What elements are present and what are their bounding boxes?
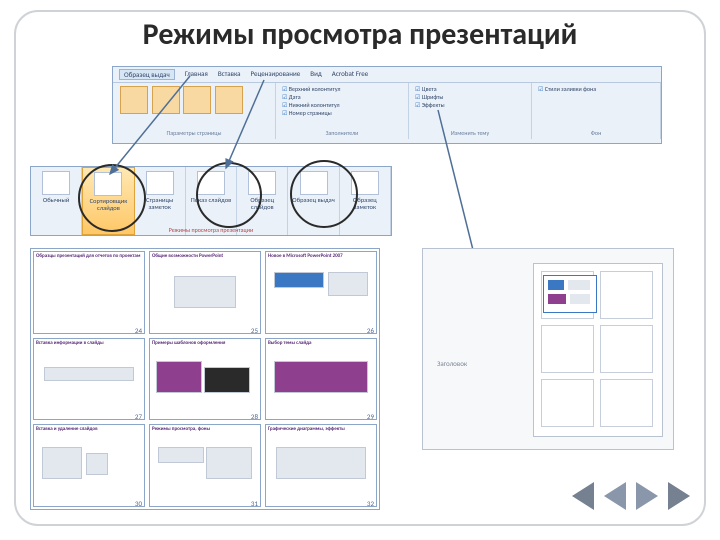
theme-option[interactable]: Цвета — [415, 85, 525, 93]
ribbon-tab[interactable]: Рецензирование — [251, 69, 301, 80]
slide-thumbnail[interactable]: Выбор темы слайда 29 — [265, 338, 377, 421]
nav-prev-icon[interactable] — [604, 482, 626, 510]
ribbon-tab[interactable]: Acrobat Free — [332, 69, 368, 80]
ribbon-tab[interactable]: Главная — [185, 69, 208, 80]
placeholder-checkbox[interactable]: Верхний колонтитул — [282, 85, 402, 93]
page-setup-icon[interactable] — [120, 86, 148, 114]
view-mode-strip: Обычный Сортировщик слайдов Страницы замет… — [30, 166, 392, 236]
view-mode-icon — [94, 172, 122, 196]
nav-last-icon[interactable] — [668, 482, 690, 510]
theme-option[interactable]: Эффекты — [415, 101, 525, 109]
view-mode-icon — [146, 171, 174, 195]
background-styles-item[interactable]: Стили заливки фона — [538, 85, 654, 93]
ribbon-group-label: Фон — [538, 129, 654, 137]
thumbnail-number: 31 — [251, 499, 258, 507]
theme-option[interactable]: Шрифты — [415, 93, 525, 101]
slide-sorter-view: Образцы презентаций для отчетов по проек… — [30, 248, 380, 510]
slide-thumbnail[interactable]: Образцы презентаций для отчетов по проек… — [33, 251, 145, 334]
thumbnail-title: Вставка информации в слайды — [36, 341, 142, 346]
view-mode-icon — [197, 171, 225, 195]
thumbnail-title: Вставка и удаление слайдов — [36, 427, 142, 432]
slide-thumbnail[interactable]: Режимы просмотра, фоны 31 — [149, 424, 261, 507]
thumbnail-number: 27 — [135, 412, 142, 420]
view-mode-button[interactable]: Сортировщик слайдов — [82, 167, 134, 235]
placeholder-checkbox[interactable]: Нижний колонтитул — [282, 101, 402, 109]
view-mode-icon — [248, 171, 276, 195]
ribbon-group-label: Изменить тему — [415, 129, 525, 137]
page-title: Режимы просмотра презентаций — [0, 16, 720, 53]
handout-orientation-icon[interactable] — [152, 86, 180, 114]
ribbon-tabs: Образец выдач Главная Вставка Рецензировани… — [113, 67, 661, 83]
view-mode-button[interactable]: Образец заметок — [340, 167, 391, 235]
thumbnail-title: Режимы просмотра, фоны — [152, 427, 258, 432]
handout-side-label: Заголовок — [437, 359, 467, 368]
thumbnail-number: 30 — [135, 499, 142, 507]
slides-per-page-icon[interactable] — [215, 86, 243, 114]
slide-thumbnail[interactable]: Графические диаграммы, эффекты 32 — [265, 424, 377, 507]
ribbon: Образец выдач Главная Вставка Рецензировани… — [112, 66, 662, 144]
thumbnail-number: 29 — [367, 412, 374, 420]
view-mode-icon — [300, 171, 328, 195]
view-mode-label: Сортировщик слайдов — [85, 198, 131, 212]
view-mode-button[interactable]: Образец выдач — [288, 167, 339, 235]
view-mode-label: Страницы заметок — [137, 197, 183, 211]
view-mode-icon — [351, 171, 379, 195]
view-mode-label: Образец слайдов — [239, 197, 285, 211]
view-mode-label: Обычный — [43, 197, 69, 204]
ribbon-tab[interactable]: Вид — [310, 69, 322, 80]
ribbon-group-buttons — [119, 85, 269, 117]
theme-options: ЦветаШрифтыЭффекты — [415, 85, 525, 109]
ribbon-group-label: Заполнители — [282, 129, 402, 137]
thumbnail-title: Примеры шаблонов оформления — [152, 341, 258, 346]
thumbnail-number: 24 — [135, 326, 142, 334]
view-mode-button[interactable]: Обычный — [31, 167, 82, 235]
placeholder-checkboxes: Верхний колонтитулДатаНижний колонтитулН… — [282, 85, 402, 117]
view-mode-icon — [42, 171, 70, 195]
slide-thumbnail[interactable]: Примеры шаблонов оформления 28 — [149, 338, 261, 421]
thumbnail-number: 28 — [251, 412, 258, 420]
viewstrip-caption: Режимы просмотра презентации — [31, 226, 391, 234]
thumbnail-number: 25 — [251, 326, 258, 334]
thumbnail-number: 32 — [367, 499, 374, 507]
ribbon-tab[interactable]: Образец выдач — [119, 69, 175, 80]
handout-mini-slide — [543, 275, 597, 313]
view-mode-label: Образец заметок — [342, 197, 388, 211]
view-mode-label: Показ слайдов — [191, 197, 232, 204]
thumbnail-title: Графические диаграммы, эффекты — [268, 427, 374, 432]
placeholder-checkbox[interactable]: Номер страницы — [282, 109, 402, 117]
ribbon-group-label: Параметры страницы — [119, 129, 269, 137]
view-mode-button[interactable]: Страницы заметок — [135, 167, 186, 235]
thumbnail-title: Общие возможности PowerPoint — [152, 254, 258, 259]
view-mode-button[interactable]: Показ слайдов — [186, 167, 237, 235]
ribbon-tab[interactable]: Вставка — [218, 69, 241, 80]
slide-nav — [572, 482, 690, 510]
handout-master-preview: Заголовок — [422, 248, 674, 450]
thumbnail-number: 26 — [367, 326, 374, 334]
nav-first-icon[interactable] — [572, 482, 594, 510]
placeholder-checkbox[interactable]: Дата — [282, 93, 402, 101]
nav-next-icon[interactable] — [636, 482, 658, 510]
slide-thumbnail[interactable]: Новое в Microsoft PowerPoint 2007 26 — [265, 251, 377, 334]
view-mode-button[interactable]: Образец слайдов — [237, 167, 288, 235]
slide-thumbnail[interactable]: Вставка информации в слайды 27 — [33, 338, 145, 421]
slide-thumbnail[interactable]: Вставка и удаление слайдов 30 — [33, 424, 145, 507]
thumbnail-title: Выбор темы слайда — [268, 341, 374, 346]
slide-orientation-icon[interactable] — [183, 86, 211, 114]
thumbnail-title: Новое в Microsoft PowerPoint 2007 — [268, 254, 374, 259]
view-mode-label: Образец выдач — [292, 197, 335, 204]
slide-thumbnail[interactable]: Общие возможности PowerPoint 25 — [149, 251, 261, 334]
thumbnail-title: Образцы презентаций для отчетов по проек… — [36, 254, 142, 259]
